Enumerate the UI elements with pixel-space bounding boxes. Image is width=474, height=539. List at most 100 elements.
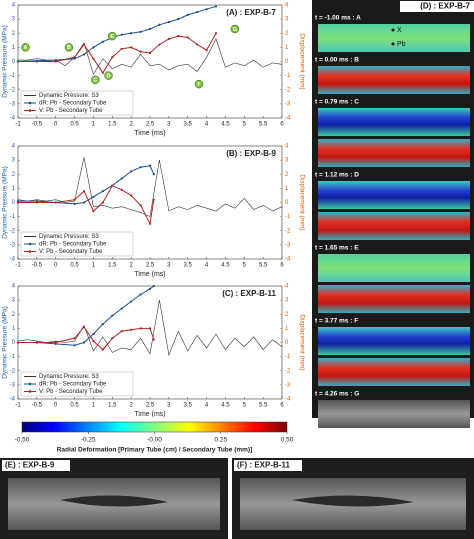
series-point <box>73 202 76 206</box>
legend-label: Dynamic Pressure: S3 <box>39 234 99 240</box>
series-point <box>82 325 86 329</box>
series-point <box>152 198 155 201</box>
frame-label: t = 1.12 ms : D <box>315 172 359 179</box>
legend-box <box>20 231 134 257</box>
series-point <box>92 195 95 198</box>
series-line <box>17 300 283 357</box>
y2-tick-label: -3 <box>285 101 291 107</box>
legend-label: dR: Pb - Secondary Tube <box>39 101 107 107</box>
y2-tick-label: 0 <box>285 59 289 65</box>
y2-tick-label: -2 <box>285 228 291 234</box>
y2-axis-label: Displacement (mm) <box>298 314 305 370</box>
frame-image <box>318 285 470 313</box>
series-point <box>92 209 95 213</box>
y-tick-label: -3 <box>10 101 16 107</box>
x-axis-label: Time (ms) <box>134 411 165 418</box>
x-tick-label: 5.5 <box>259 122 268 128</box>
annotation-marker <box>108 31 117 41</box>
series-point <box>130 194 133 197</box>
x-tick-label: 1 <box>92 403 96 409</box>
y-tick-label: -3 <box>10 242 16 248</box>
series-point <box>167 37 170 41</box>
legend-marker <box>28 242 32 246</box>
x-tick-label: 4 <box>205 263 209 269</box>
y-tick-label: 1 <box>12 45 16 51</box>
series-point <box>120 330 123 333</box>
series-point <box>130 170 133 173</box>
y2-tick-label: 2 <box>285 312 289 318</box>
series-point <box>101 190 104 193</box>
series-point <box>196 43 199 46</box>
colorbar-tick-label: -0.50 <box>15 437 30 444</box>
series-point <box>101 348 104 351</box>
y-axis-label: Dynamic Pressure (MPa) <box>2 306 9 379</box>
y-tick-label: 4 <box>12 144 16 150</box>
x-tick-label: 1.5 <box>108 403 117 409</box>
y2-tick-label: -2 <box>285 87 291 93</box>
y2-tick-label: -4 <box>285 257 291 263</box>
y2-tick-label: -3 <box>285 382 291 388</box>
legend-marker <box>28 382 32 386</box>
series-point <box>54 201 57 204</box>
legend-box <box>20 90 134 116</box>
crush-zone <box>292 495 414 507</box>
y-tick-label: 4 <box>12 284 16 290</box>
series-point <box>139 166 142 169</box>
x-tick-label: 4 <box>205 403 209 409</box>
annotation-marker <box>230 24 240 34</box>
x-axis-label: Time (ms) <box>134 130 165 137</box>
colorbar-tick-label: -0.25 <box>81 437 96 444</box>
series-point <box>111 56 114 59</box>
legend-label: dR: Pb - Secondary Tube <box>39 382 107 388</box>
panel-title-box <box>2 460 70 471</box>
y-tick-label: 1 <box>12 186 16 192</box>
y-tick-label: 3 <box>12 158 16 164</box>
chart-title: (A) : EXP-B-7 <box>226 8 276 17</box>
y2-tick-label: -4 <box>285 116 291 122</box>
annotation-label: G <box>233 27 237 33</box>
marker-point <box>391 28 395 32</box>
series-point <box>54 341 57 344</box>
y2-tick-label: -1 <box>285 354 291 360</box>
frame-label: t = 4.26 ms : G <box>315 391 359 398</box>
series-point <box>139 204 142 207</box>
x-tick-label: -1 <box>15 263 21 269</box>
x-tick-label: 5 <box>243 403 247 409</box>
y2-tick-label: -3 <box>285 242 291 248</box>
series-point <box>82 201 86 204</box>
series-point <box>186 13 189 16</box>
marker-point <box>391 42 395 46</box>
frame-image <box>318 181 470 209</box>
frame-image <box>318 358 470 386</box>
x-tick-label: 0.5 <box>70 263 79 269</box>
y-tick-label: -1 <box>10 214 16 220</box>
y-tick-label: -1 <box>10 354 16 360</box>
panel-title-box <box>234 460 302 471</box>
series-point <box>158 23 161 26</box>
frame-image <box>318 66 470 94</box>
x-tick-label: 3 <box>167 263 171 269</box>
series-point <box>214 5 218 8</box>
x-tick-label: -0.5 <box>32 403 43 409</box>
series-point <box>16 201 20 204</box>
y-tick-label: -2 <box>10 87 16 93</box>
frame-image <box>318 400 470 428</box>
series-point <box>92 46 95 49</box>
series-point <box>111 314 114 317</box>
annotation-label: D <box>107 73 111 79</box>
series-point <box>120 307 123 310</box>
series-point <box>16 341 20 344</box>
annotation-label: B <box>67 45 71 51</box>
y-tick-label: 1 <box>12 326 16 332</box>
x-tick-label: 1.5 <box>108 263 117 269</box>
series-point <box>186 36 189 39</box>
y-tick-label: 0 <box>12 340 16 346</box>
series-point <box>16 60 20 63</box>
series-point <box>177 18 180 21</box>
x-tick-label: 0 <box>54 263 58 269</box>
x-tick-label: 1.5 <box>108 122 117 128</box>
series-point <box>130 300 133 303</box>
frame-label: t = 1.65 ms : E <box>315 245 359 252</box>
x-tick-label: 5.5 <box>259 263 268 269</box>
colorbar-tick-label: -0.00 <box>147 437 162 444</box>
